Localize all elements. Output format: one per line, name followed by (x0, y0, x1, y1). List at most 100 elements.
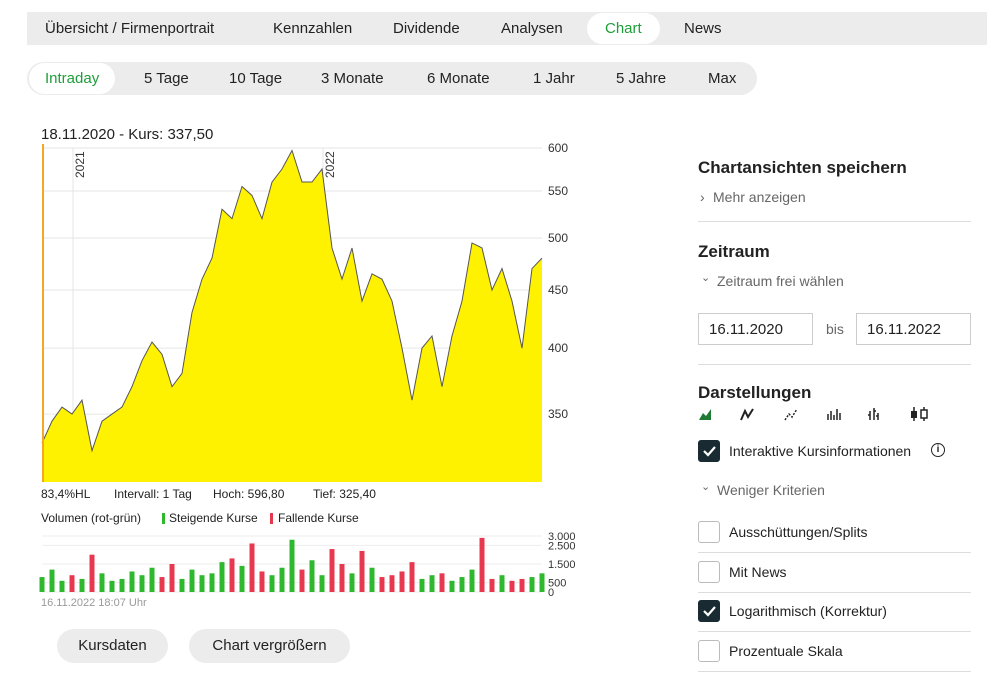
checkbox[interactable] (698, 521, 720, 543)
volume-bar (149, 567, 155, 592)
legend-entry: Steigende Kurse (169, 511, 258, 525)
icon-area[interactable] (699, 409, 711, 420)
section-title: Darstellungen (698, 383, 812, 402)
stat: 83,4%HL (41, 487, 91, 501)
tab[interactable]: Chart (587, 13, 660, 44)
button[interactable]: Kursdaten (57, 629, 168, 663)
check (703, 446, 716, 457)
tab[interactable]: Analysen (501, 20, 563, 37)
checkbox[interactable] (698, 600, 720, 622)
volume-bar (259, 571, 265, 592)
date-input[interactable]: 16.11.2020 (698, 313, 813, 345)
volume-bar (319, 575, 325, 592)
tab[interactable]: Dividende (393, 20, 460, 37)
volume-bar (219, 562, 225, 592)
icon-candle[interactable] (920, 409, 928, 419)
checkbox-label[interactable]: Mit News (729, 563, 787, 580)
checkbox-label[interactable]: Ausschüttungen/Splits (729, 524, 868, 540)
volume-bar (539, 573, 545, 592)
x-tick-label: 2022 (323, 151, 337, 178)
period-tab[interactable]: 5 Jahre (616, 70, 667, 87)
stat: Intervall: 1 Tag (114, 487, 192, 501)
stat: Hoch: 596,80 (213, 487, 285, 501)
volume-bar (419, 578, 425, 592)
volume-bar (89, 554, 95, 592)
icon-candle[interactable] (911, 411, 917, 418)
volume-bar (289, 539, 295, 592)
volume-bar (409, 562, 415, 592)
y-tick-label: 550 (548, 184, 568, 198)
period-tab[interactable]: 3 Monate (321, 70, 384, 87)
label: bis (826, 321, 844, 337)
chart-type-icons[interactable] (698, 405, 938, 425)
y-tick-label: 400 (548, 341, 568, 355)
volume-bar (299, 569, 305, 592)
volume-bar (269, 575, 275, 592)
period-tab[interactable]: 6 Monate (427, 70, 490, 87)
volume-bar (509, 580, 515, 592)
volume-bar (439, 573, 445, 592)
volume-bar (489, 578, 495, 592)
volume-bar (239, 565, 245, 592)
checkbox[interactable] (698, 440, 720, 462)
volume-bar (309, 560, 315, 592)
volume-bar (479, 537, 485, 592)
y-tick-label: 450 (548, 283, 568, 297)
volume-bar (169, 564, 175, 592)
period-tab[interactable]: Intraday (29, 63, 116, 94)
link[interactable]: Weniger Kriterien (717, 482, 825, 498)
volume-bar (69, 575, 75, 592)
price-line (41, 149, 543, 453)
button[interactable]: Chart vergrößern (189, 629, 350, 663)
period-tab[interactable]: 1 Jahr (533, 70, 575, 87)
volume-bar (109, 580, 115, 592)
chevron: ⌄ (701, 481, 711, 493)
volume-bar (369, 567, 375, 592)
volume-bar (199, 575, 205, 592)
tab[interactable]: News (684, 20, 722, 37)
link[interactable]: Mehr anzeigen (713, 189, 806, 205)
checkbox-label[interactable]: Prozentuale Skala (729, 642, 843, 659)
icon-dots[interactable] (784, 408, 798, 421)
section-title: Chartansichten speichern (698, 158, 907, 177)
volume-bar (59, 580, 65, 592)
volume-bar (119, 578, 125, 592)
link[interactable]: Zeitraum frei wählen (717, 273, 844, 289)
volume-bar (79, 578, 85, 592)
period-tab[interactable]: Max (708, 70, 737, 87)
volume-bar (379, 577, 385, 592)
separator (698, 631, 971, 632)
separator (698, 364, 971, 365)
volume-bar (39, 577, 45, 592)
area (42, 150, 542, 482)
check (703, 606, 716, 617)
tab[interactable]: Übersicht / Firmenportrait (45, 20, 215, 37)
separator (698, 591, 971, 593)
checkbox[interactable] (698, 639, 720, 662)
period-tab[interactable]: 10 Tage (229, 70, 283, 87)
period-tab[interactable]: 5 Tage (144, 70, 189, 87)
volume-bar (209, 573, 215, 592)
tab[interactable]: Kennzahlen (273, 20, 353, 37)
info-icon[interactable]: i (931, 443, 945, 457)
volume-bar (189, 569, 195, 592)
timestamp: 16.11.2022 18:07 Uhr (41, 597, 147, 609)
y-tick-label: 2.500 (548, 540, 576, 552)
checkbox-label[interactable]: Interaktive Kursinformationen (729, 443, 912, 459)
volume-bar (519, 578, 525, 592)
date-input[interactable]: 16.11.2022 (856, 313, 971, 345)
volume-bar (99, 573, 105, 592)
volume-bar (349, 573, 355, 592)
icon-line[interactable] (740, 408, 754, 421)
volume-bar (449, 580, 455, 592)
chevron: ⌄ (701, 272, 711, 284)
separator (698, 552, 971, 553)
volume-bar (49, 569, 55, 592)
icon-ohlc[interactable] (827, 409, 841, 420)
icon-hlc[interactable] (868, 408, 879, 420)
chevron: › (700, 189, 705, 205)
checkbox[interactable] (698, 560, 720, 583)
checkbox-label[interactable]: Logarithmisch (Korrektur) (729, 603, 887, 619)
